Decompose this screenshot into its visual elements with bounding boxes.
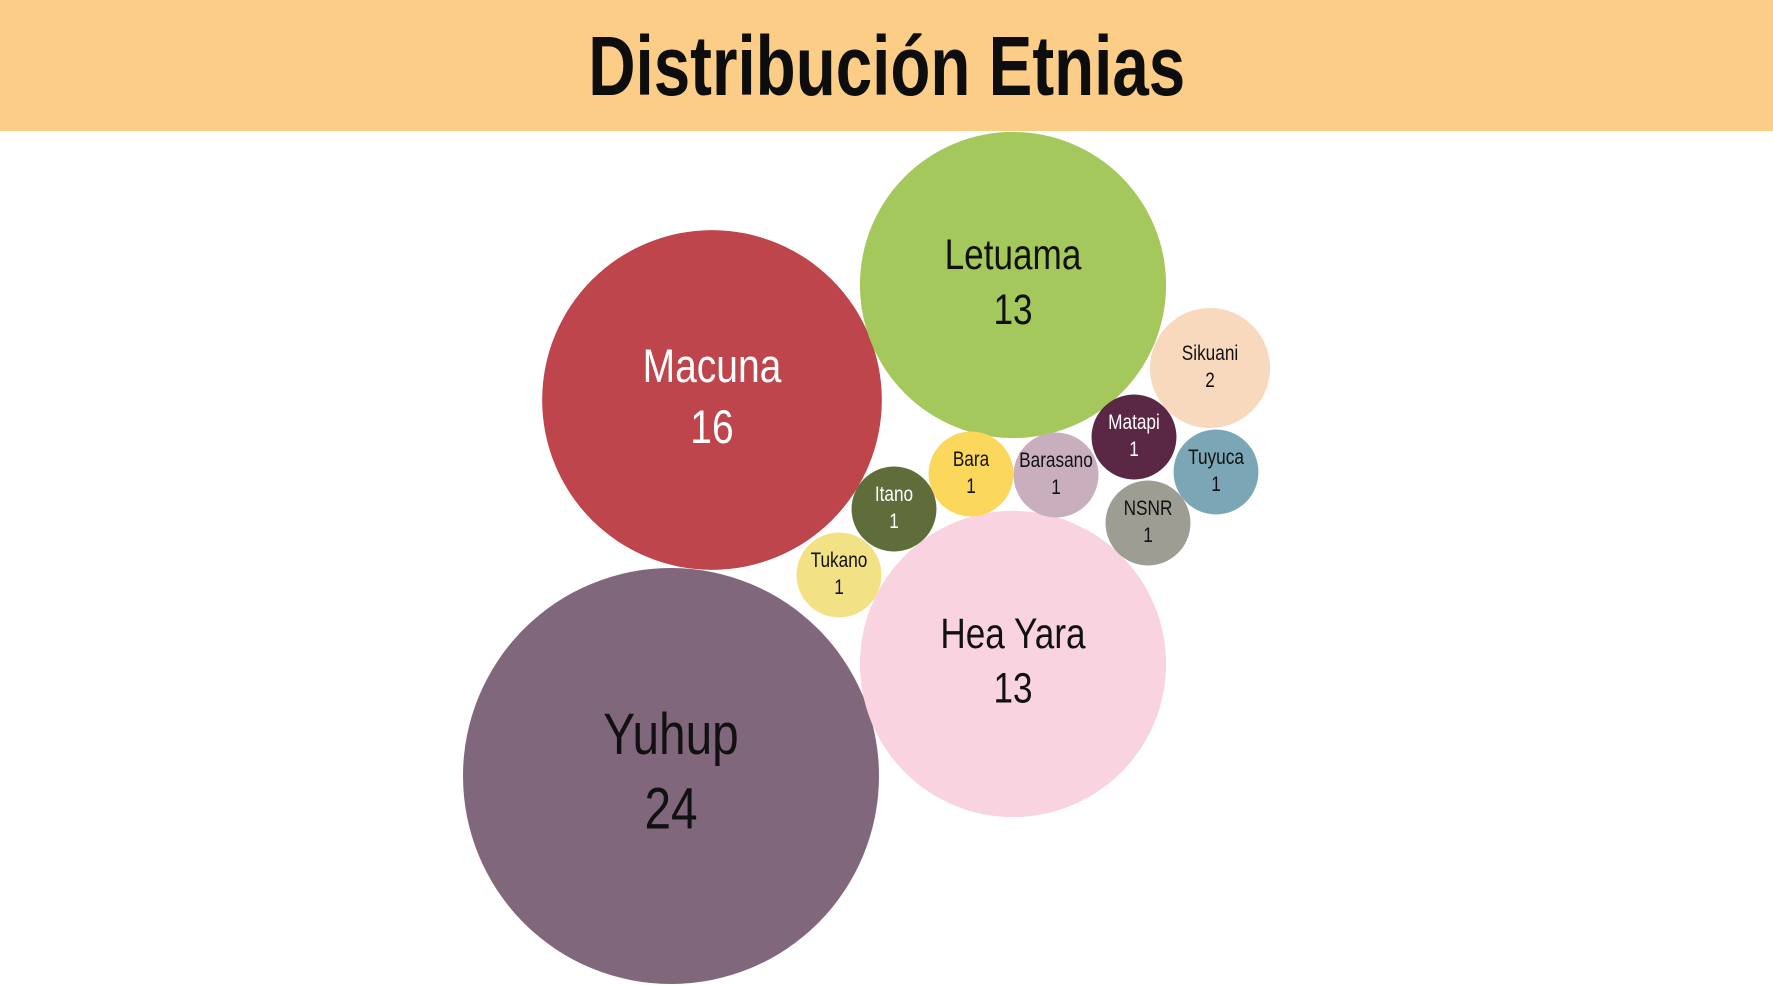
bubble-sikuani: Sikuani 2 — [1149, 307, 1271, 429]
bubble-circle — [463, 568, 879, 984]
bubble-value-label: 24 — [644, 777, 697, 842]
bubble-name-label: Hea Yara — [940, 611, 1085, 658]
bubble-nsnr: NSNR 1 — [1105, 480, 1191, 566]
bubble-barasano: Barasano 1 — [1013, 432, 1099, 518]
bubble-circle — [851, 466, 937, 552]
bubble-letuama: Letuama 13 — [859, 131, 1167, 439]
chart-title: Distribución Etnias — [587, 18, 1186, 113]
bubble-name-label: NSNR — [1124, 498, 1173, 521]
bubble-name-label: Macuna — [643, 341, 782, 393]
bubble-circle — [1105, 480, 1191, 566]
bubble-macuna: Macuna 16 — [542, 230, 882, 570]
bubble-name-label: Matapi — [1108, 412, 1160, 435]
bubble-value-label: 16 — [690, 401, 733, 453]
title-banner: Distribución Etnias — [0, 0, 1773, 131]
bubble-circle — [796, 532, 882, 618]
bubble-circle — [859, 131, 1167, 439]
bubble-name-label: Sikuani — [1182, 343, 1238, 366]
bubble-tuyuca: Tuyuca 1 — [1173, 429, 1259, 515]
bubble-chart-area: Yuhup 24 Macuna 16 Letuama 13 Hea Yara 13 Sikuan… — [0, 131, 1773, 985]
bubble-name-label: Yuhup — [603, 703, 738, 768]
bubble-circle — [542, 230, 882, 570]
bubble-itano: Itano 1 — [851, 466, 937, 552]
bubble-circle — [859, 510, 1167, 818]
bubble-hea-yara: Hea Yara 13 — [859, 510, 1167, 818]
bubble-value-label: 1 — [966, 475, 976, 498]
bubble-value-label: 1 — [889, 510, 899, 533]
bubble-circle — [1013, 432, 1099, 518]
bubble-name-label: Tukano — [811, 550, 868, 573]
bubble-name-label: Tuyuca — [1188, 447, 1244, 470]
bubble-value-label: 1 — [1143, 524, 1153, 547]
bubble-name-label: Barasano — [1019, 450, 1093, 473]
bubble-value-label: 13 — [993, 287, 1032, 334]
bubble-value-label: 1 — [1211, 473, 1221, 496]
bubble-tukano: Tukano 1 — [796, 532, 882, 618]
bubble-circle — [928, 431, 1014, 517]
bubble-bara: Bara 1 — [928, 431, 1014, 517]
bubble-circle — [1091, 394, 1177, 480]
bubble-value-label: 2 — [1205, 369, 1215, 392]
bubble-name-label: Bara — [953, 449, 990, 472]
bubble-value-label: 1 — [834, 576, 844, 599]
bubble-value-label: 1 — [1051, 476, 1061, 499]
bubble-name-label: Itano — [875, 484, 913, 507]
bubble-chart: Yuhup 24 Macuna 16 Letuama 13 Hea Yara 13 Sikuan… — [463, 131, 1271, 984]
bubble-circle — [1173, 429, 1259, 515]
bubble-circle — [1149, 307, 1271, 429]
bubble-yuhup: Yuhup 24 — [463, 568, 879, 984]
bubble-matapi: Matapi 1 — [1091, 394, 1177, 480]
bubble-value-label: 1 — [1129, 438, 1139, 461]
bubble-name-label: Letuama — [945, 232, 1082, 279]
bubble-value-label: 13 — [993, 666, 1032, 713]
